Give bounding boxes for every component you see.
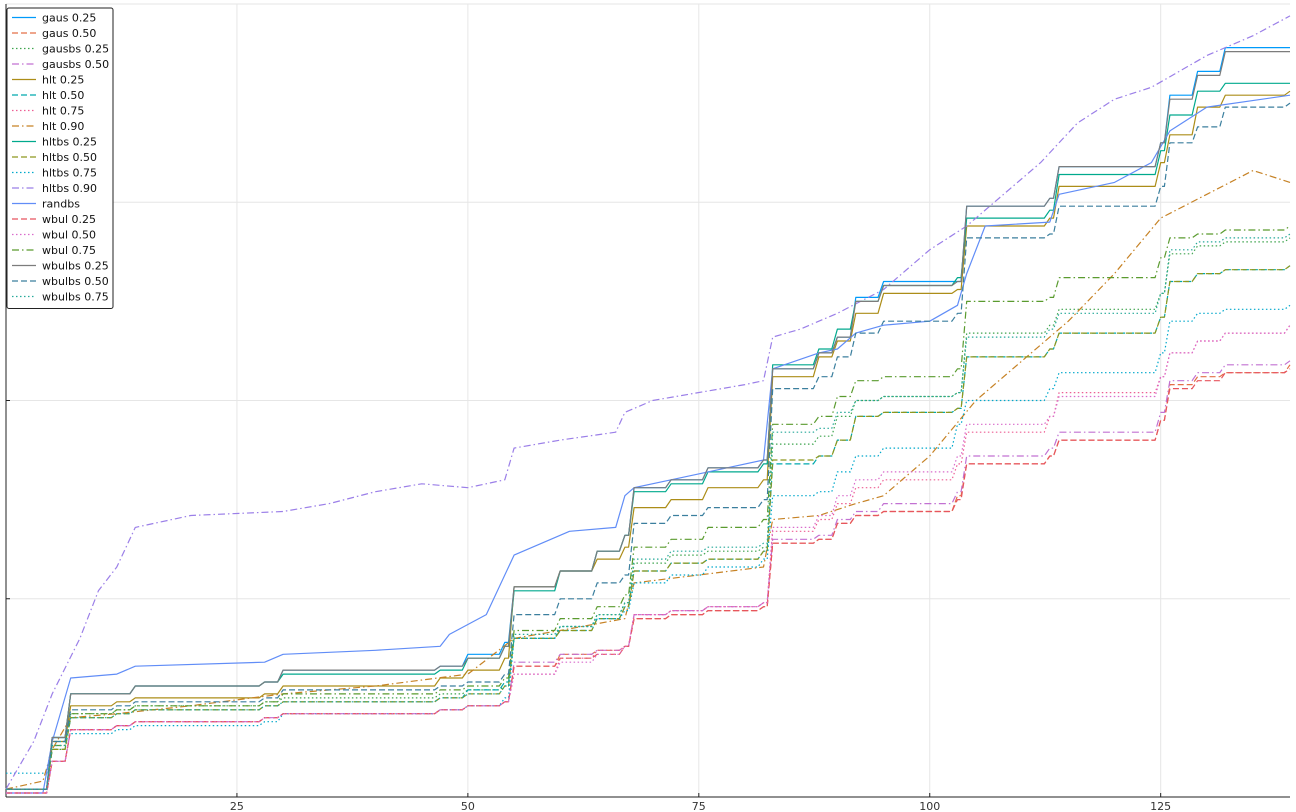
legend-label: gaus 0.50 xyxy=(42,27,96,40)
axes: 25 50 75 100 125 xyxy=(5,4,1290,812)
series-line xyxy=(6,368,1291,794)
legend-label: wbul 0.75 xyxy=(42,244,96,257)
legend-label: hlt 0.90 xyxy=(42,120,84,133)
legend-label: wbulbs 0.50 xyxy=(42,275,109,288)
series-line xyxy=(6,82,1290,790)
series-line xyxy=(6,324,1291,794)
x-tick-label: 50 xyxy=(461,800,475,812)
series-line xyxy=(6,360,1291,794)
legend-box xyxy=(6,7,114,309)
series-line xyxy=(5,169,1291,790)
legend: gaus 0.25 gaus 0.50 gausbs 0.25 gausbs 0.50… xyxy=(6,7,114,309)
series-line xyxy=(6,364,1291,794)
legend-label: randbs xyxy=(42,198,80,211)
series-line xyxy=(6,265,1291,790)
x-tick-label: 125 xyxy=(1150,800,1171,812)
legend-label: hltbs 0.50 xyxy=(42,151,97,164)
legend-label: hltbs 0.90 xyxy=(42,182,97,195)
series-line xyxy=(6,94,1291,794)
grid xyxy=(6,3,1290,797)
legend-label: hltbs 0.25 xyxy=(42,136,97,149)
x-tick-label: 75 xyxy=(692,800,706,812)
series-line xyxy=(6,102,1291,790)
legend-label: wbul 0.25 xyxy=(42,213,96,226)
series-line xyxy=(6,265,1291,790)
series-lines xyxy=(5,15,1291,794)
legend-label: hlt 0.50 xyxy=(42,89,84,102)
legend-label: wbulbs 0.25 xyxy=(42,260,109,273)
legend-label: wbulbs 0.75 xyxy=(42,291,109,304)
series-line xyxy=(6,90,1291,790)
x-tick-label: 100 xyxy=(919,800,940,812)
legend-label: gaus 0.25 xyxy=(42,12,96,25)
legend-label: hltbs 0.75 xyxy=(42,167,97,180)
series-line xyxy=(6,237,1291,790)
legend-label: gausbs 0.25 xyxy=(42,43,109,56)
series-line xyxy=(6,47,1290,790)
series-line xyxy=(6,304,1291,774)
series-line xyxy=(6,324,1291,794)
x-tick-label: 25 xyxy=(230,800,244,812)
series-line xyxy=(6,51,1290,790)
legend-label: gausbs 0.50 xyxy=(42,58,109,71)
series-line xyxy=(6,225,1291,790)
series-line xyxy=(5,15,1291,790)
legend-label: wbul 0.50 xyxy=(42,229,96,242)
legend-label: hlt 0.25 xyxy=(42,74,84,87)
legend-label: hlt 0.75 xyxy=(42,105,84,118)
